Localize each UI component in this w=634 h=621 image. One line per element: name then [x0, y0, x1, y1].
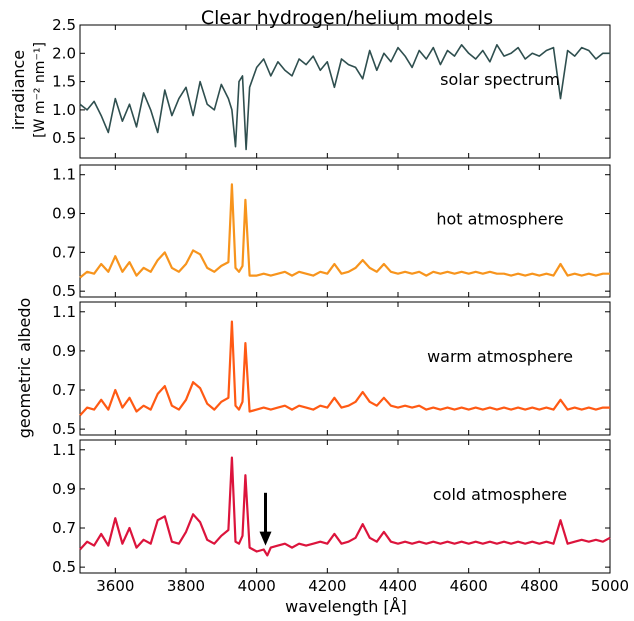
y-tick-label-cold: 0.7: [52, 519, 76, 537]
series-line-hot: [79, 183, 610, 279]
x-tick-label: 3800: [167, 577, 205, 595]
chart-title: Clear hydrogen/helium models: [201, 7, 493, 29]
y-tick-label-warm: 1.1: [52, 303, 76, 321]
x-tick-label: 4000: [238, 577, 276, 595]
series-line-solar: [79, 43, 610, 151]
y-tick-label-hot: 0.7: [52, 243, 76, 261]
panel-frame-cold: [79, 439, 611, 574]
series-line-warm: [79, 320, 610, 417]
panel-label-cold: cold atmosphere: [433, 485, 567, 504]
solar-ylabel: irradiance: [9, 50, 28, 130]
y-tick-label-solar: 1.5: [52, 73, 76, 91]
series-line-cold: [79, 456, 611, 557]
x-tick-label: 5000: [591, 577, 629, 595]
panel-label-warm: warm atmosphere: [427, 347, 573, 366]
y-tick-label-warm: 0.5: [52, 420, 76, 438]
x-tick-label: 4800: [520, 577, 558, 595]
y-tick-label-cold: 1.1: [52, 441, 76, 459]
x-axis-label: wavelength [Å]: [285, 597, 407, 616]
y-tick-label-hot: 1.1: [52, 166, 76, 184]
solar-ylabel-units: [W m⁻² nm⁻¹]: [32, 42, 48, 138]
panel-label-hot: hot atmosphere: [436, 209, 563, 228]
y-tick-label-solar: 2.5: [52, 16, 76, 34]
panel-cold: 0.5 0.7 0.9 1.1 3600 3800 4000 4200 4400 4600 4800…: [52, 439, 629, 595]
y-tick-label-hot: 0.9: [52, 205, 76, 223]
y-tick-label-solar: 0.5: [52, 129, 76, 147]
y-tick-label-cold: 0.9: [52, 480, 76, 498]
shared-ylabel: geometric albedo: [15, 298, 34, 439]
panel-frame-warm: [79, 301, 611, 436]
panel-label-solar: solar spectrum: [440, 70, 560, 89]
y-tick-label-warm: 0.9: [52, 342, 76, 360]
x-tick-label: 3600: [96, 577, 134, 595]
panels-group: 0.5 1.0 1.5 2.0 2.5 solar spectrum 0.5 0.7 0.9 1.…: [52, 16, 629, 595]
y-tick-label-warm: 0.7: [52, 381, 76, 399]
panel-hot: 0.5 0.7 0.9 1.1 hot atmosphere: [52, 164, 611, 300]
x-tick-label: 4200: [308, 577, 346, 595]
y-tick-label-cold: 0.5: [52, 558, 76, 576]
y-tick-label-solar: 2.0: [52, 44, 76, 62]
x-tick-label: 4600: [450, 577, 488, 595]
panel-frame-solar: [79, 24, 611, 159]
y-tick-label-hot: 0.5: [52, 282, 76, 300]
x-tick-label: 4400: [379, 577, 417, 595]
annotation-arrow-head: [259, 531, 272, 546]
panel-frame-hot: [79, 164, 611, 298]
panel-warm: 0.5 0.7 0.9 1.1 warm atmosphere: [52, 301, 611, 438]
y-tick-label-solar: 1.0: [52, 101, 76, 119]
panel-solar: 0.5 1.0 1.5 2.0 2.5 solar spectrum: [52, 16, 611, 159]
